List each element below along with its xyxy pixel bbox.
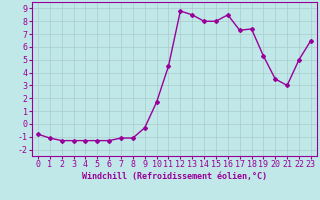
- X-axis label: Windchill (Refroidissement éolien,°C): Windchill (Refroidissement éolien,°C): [82, 172, 267, 181]
